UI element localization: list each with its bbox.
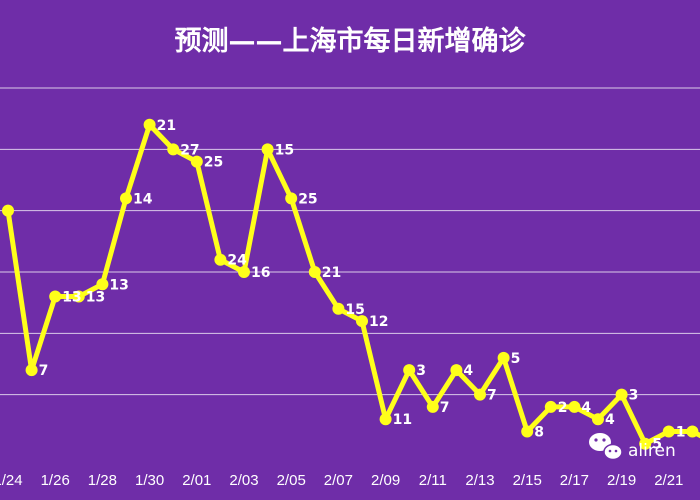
x-tick-label: 2/21 — [654, 472, 683, 489]
data-point — [662, 425, 675, 438]
data-points — [2, 118, 699, 450]
watermark: aliren — [589, 433, 676, 461]
data-point — [639, 437, 652, 450]
data-point — [308, 266, 321, 278]
data-point — [285, 192, 298, 205]
gridlines — [0, 87, 700, 396]
data-point — [214, 253, 227, 266]
data-label: 4 — [605, 412, 615, 428]
data-label: 3 — [629, 388, 639, 404]
data-point — [544, 400, 557, 413]
data-point — [49, 290, 62, 303]
data-point — [403, 364, 416, 377]
x-tick-label: 2/09 — [371, 472, 400, 489]
data-label: 11 — [393, 412, 412, 428]
data-point — [332, 302, 345, 315]
data-label: 2 — [558, 400, 568, 416]
data-point — [261, 143, 274, 156]
x-tick-label: 2/19 — [607, 472, 636, 489]
data-label: 15 — [345, 302, 364, 318]
x-axis-tick-labels: 1/24 1/26 1/28 1/30 2/01 2/03 2/05 2/07 2/09 2/11… — [0, 472, 683, 489]
x-tick-label: 2/17 — [560, 472, 589, 489]
data-label: 16 — [251, 265, 270, 281]
data-point — [450, 364, 463, 377]
data-point — [190, 155, 203, 168]
x-tick-label: 2/13 — [465, 472, 494, 489]
chart-title: 预测——上海市每日新增确诊 — [175, 25, 527, 57]
x-tick-label: 2/11 — [419, 472, 447, 489]
data-label: 24 — [227, 253, 247, 269]
data-point — [474, 388, 486, 401]
watermark-text: aliren — [628, 441, 676, 461]
data-point — [686, 425, 699, 438]
data-label: 7 — [39, 363, 49, 379]
data-label: 4 — [581, 400, 591, 416]
data-label: 12 — [369, 314, 388, 330]
data-point — [497, 351, 510, 364]
x-tick-label: 2/15 — [513, 472, 542, 489]
data-point — [120, 192, 132, 205]
wechat-icon — [589, 433, 623, 461]
data-point — [238, 266, 250, 278]
data-label: 5 — [511, 351, 521, 367]
data-point — [615, 388, 628, 401]
data-point — [72, 290, 85, 303]
data-label: 21 — [322, 265, 341, 281]
data-point — [25, 364, 38, 377]
x-tick-label: 1/28 — [88, 472, 117, 489]
data-point — [143, 118, 156, 131]
data-label: 7 — [440, 400, 450, 416]
data-point — [356, 315, 368, 328]
x-tick-label: 1/30 — [135, 472, 164, 489]
data-label: 13 — [109, 277, 128, 293]
x-tick-label: 2/01 — [182, 472, 211, 489]
data-label: 15 — [275, 142, 294, 158]
data-point — [96, 278, 109, 291]
x-tick-label: 1/24 — [0, 472, 23, 489]
data-point — [426, 400, 439, 413]
data-label: 4 — [463, 363, 473, 379]
data-label: 14 — [133, 191, 153, 207]
data-point — [592, 413, 604, 426]
data-label: 27 — [180, 142, 199, 158]
data-label: 25 — [204, 155, 223, 171]
data-point — [379, 413, 392, 426]
x-tick-label: 1/26 — [41, 472, 70, 489]
data-label: 21 — [157, 118, 176, 134]
data-point — [2, 204, 14, 217]
data-point — [521, 425, 534, 438]
data-label: 13 — [86, 290, 105, 306]
data-label: 1 — [676, 424, 686, 440]
x-tick-label: 2/05 — [277, 472, 306, 489]
x-tick-label: 2/03 — [229, 472, 258, 489]
data-label: 5 — [652, 437, 662, 453]
data-point — [167, 143, 180, 156]
x-tick-label: 2/07 — [324, 472, 353, 489]
data-label: 8 — [534, 424, 544, 440]
data-point — [568, 400, 581, 413]
data-label: 7 — [487, 388, 497, 404]
data-label: 13 — [62, 290, 81, 306]
data-label: 3 — [416, 363, 426, 379]
data-label: 25 — [298, 191, 317, 207]
